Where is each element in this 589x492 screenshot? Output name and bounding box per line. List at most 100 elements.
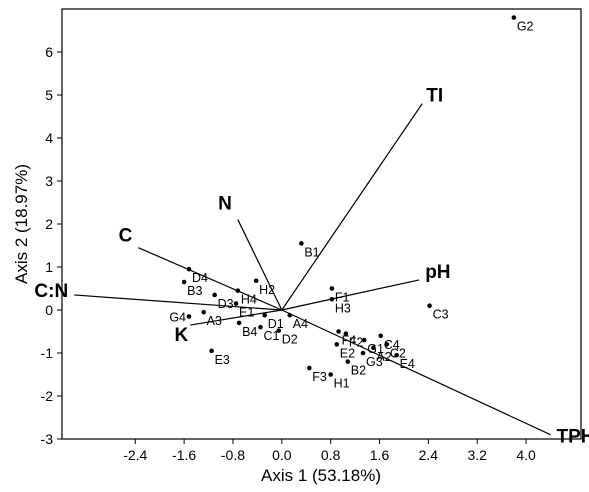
point-label: C4 [384,338,400,352]
vector-label: pH [425,262,450,283]
axis-ticks: -2.4 -1.6 -0.8 0.0 0.8 1.6 2.4 3.2 4.0 -3 -2 -1 0 1 2 3… [41,44,536,463]
point-label: D1 [268,317,284,331]
x-tick-label: 4.0 [516,447,536,463]
vector-label: K [174,325,188,346]
data-point [378,333,384,339]
y-tick-label: -3 [41,431,54,447]
data-point [262,312,268,318]
point-label: B3 [187,284,202,298]
data-point [343,331,349,336]
y-tick-label: 6 [45,44,53,60]
y-tick-label: 2 [45,216,53,232]
point-label: G1 [367,342,384,356]
vector-line-cn [74,294,282,311]
y-tick-label: 5 [45,87,53,103]
point-label: E1 [239,306,254,320]
x-tick-label: 2.4 [419,447,439,463]
data-point [212,292,217,298]
data-point [236,320,242,326]
data-point [345,359,351,364]
vector-label: TI [426,86,443,107]
vector-line-ph [281,279,420,311]
y-tick-label: 4 [45,130,53,146]
data-point [334,342,340,347]
data-point [427,303,432,309]
data-point [181,279,187,285]
data-point [209,348,214,354]
data-point [371,345,376,351]
y-axis-label: Axis 2 (18.97%) [12,164,31,284]
point-label: F3 [312,370,327,384]
y-tick-label: 0 [45,302,53,318]
point-label: D3 [218,297,234,311]
point-label: G3 [366,355,383,369]
point-label: H2 [259,283,275,297]
point-label: D2 [282,333,298,347]
data-point [384,342,390,347]
data-point [360,350,366,356]
point-label: H4 [241,293,257,307]
data-point [328,372,333,377]
point-label: A4 [293,317,308,331]
x-axis-label: Axis 1 (53.18%) [261,466,381,485]
data-point [258,324,263,330]
x-tick-label: 0.0 [272,447,292,463]
data-point [394,352,399,358]
points-layer: G2B1F1H3C3F4F2C4G1C2E2A2E4G3B2F3H1H2D4B3… [169,15,534,391]
point-label: F4 [342,334,357,348]
vector-label: N [218,194,232,215]
point-label: G4 [169,310,186,324]
point-label: F2 [349,336,364,350]
data-point [329,296,335,302]
vector-line-tph [281,309,551,436]
point-label: C3 [433,308,449,322]
y-tick-label: -2 [41,388,54,404]
point-label: A3 [207,314,222,328]
data-point [186,266,192,272]
point-label: B2 [351,364,366,378]
y-tick-label: 1 [45,259,53,275]
data-point [287,312,293,318]
point-label: E2 [340,346,355,360]
point-label: E4 [400,357,415,371]
point-label: F1 [335,291,350,305]
data-point [361,337,367,343]
data-point [299,241,304,246]
vector-line-k [190,309,282,326]
x-tick-label: -2.4 [123,447,147,463]
x-tick-label: 0.8 [321,447,341,463]
vectors-layer: TI pH TPH N C C:N K [34,86,589,448]
data-point [336,329,341,334]
point-label: C1 [263,329,279,343]
vector-line-n [237,219,283,311]
x-tick-label: -0.8 [221,447,245,463]
y-tick-label: -1 [41,345,54,361]
vector-label: TPH [556,427,589,448]
point-label: G2 [517,20,534,34]
x-tick-label: 1.6 [370,447,390,463]
point-label: B4 [242,325,257,339]
data-point [235,288,241,293]
data-point [186,314,192,319]
data-point [306,365,312,371]
vector-label: C [119,226,133,247]
point-label: A2 [376,350,391,364]
y-tick-label: 3 [45,173,53,189]
vector-line-c [138,247,283,311]
point-label: B1 [304,245,319,259]
data-point [201,309,206,315]
point-label: E3 [215,353,230,367]
data-point [276,328,282,333]
data-point [233,301,239,306]
vector-line-ti [281,103,423,311]
point-label: D4 [192,271,208,285]
point-label: H3 [335,301,351,315]
vector-label: C:N [34,281,68,302]
data-point [511,15,517,20]
point-label: H1 [334,377,350,391]
data-point [329,286,335,291]
x-tick-label: 3.2 [467,447,487,463]
x-tick-label: -1.6 [172,447,196,463]
data-point [253,278,259,284]
